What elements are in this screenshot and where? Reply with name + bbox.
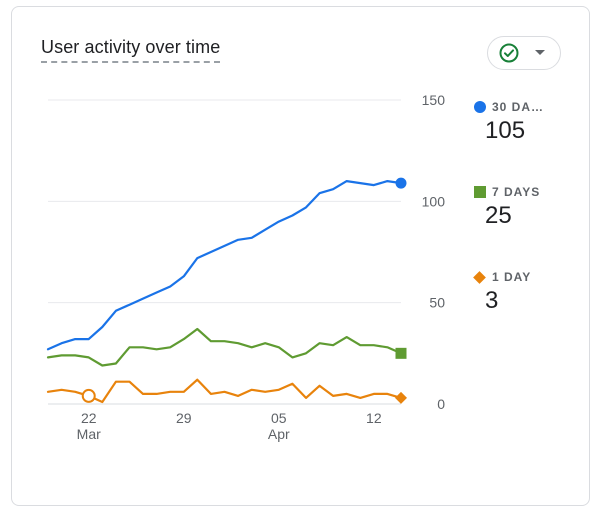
user-activity-card: User activity over time (11, 6, 590, 506)
status-dropdown-button[interactable] (487, 36, 561, 70)
x-tick-label-2: 05 (271, 410, 287, 426)
legend-label: 7 DAYS (492, 185, 541, 199)
series-line-2 (46, 378, 403, 404)
legend-value: 105 (485, 117, 526, 144)
legend-item[interactable]: 30 DA… 105 (474, 99, 544, 145)
legend-item[interactable]: 1 DAY 3 (473, 269, 532, 315)
legend-value: 3 (485, 287, 499, 314)
x-tick-label-1: 29 (176, 410, 192, 426)
legend-label: 30 DA… (492, 100, 545, 114)
y-tick-label-100: 100 (422, 193, 446, 209)
legend-label: 1 DAY (492, 270, 532, 284)
y-tick-label-150: 150 (422, 92, 446, 108)
highlighted-point (81, 388, 96, 403)
x-tick-label-3: 12 (366, 410, 382, 426)
series-end-marker-2 (395, 391, 407, 404)
x-tick-month-2: Apr (268, 426, 290, 442)
x-tick-month-0: Mar (77, 426, 101, 442)
legend-item-header: 30 DA… (474, 99, 544, 115)
series-end-marker-0 (395, 177, 407, 189)
y-tick-label-50: 50 (429, 295, 445, 311)
y-tick-label-0: 0 (437, 396, 445, 412)
circle-marker-icon (474, 101, 486, 113)
legend-item-header: 1 DAY (473, 269, 532, 285)
card-title[interactable]: User activity over time (41, 36, 221, 63)
series-end-marker-1 (395, 347, 407, 359)
legend-item[interactable]: 7 DAYS 25 (474, 184, 540, 230)
series-line-0 (46, 180, 403, 351)
caret-down-icon (535, 50, 545, 55)
diamond-marker-icon (473, 270, 486, 284)
x-tick-label-0: 22 (81, 410, 97, 426)
series-line-1 (46, 327, 403, 367)
check-circle-icon (499, 43, 519, 63)
square-marker-icon (474, 186, 486, 198)
legend-item-header: 7 DAYS (474, 184, 540, 200)
legend-value: 25 (485, 202, 512, 229)
